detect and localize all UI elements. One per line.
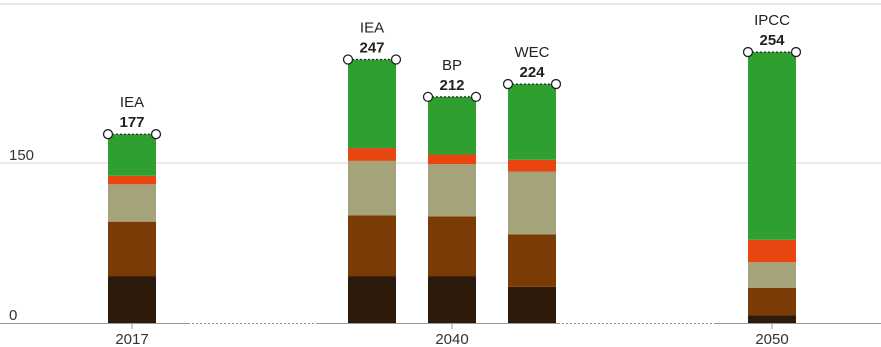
bar-segment [748, 287, 796, 316]
bar-segment [508, 286, 556, 323]
bar-segment [348, 215, 396, 277]
bar-segment [428, 154, 476, 165]
bar-source-label: IEA [120, 94, 144, 111]
bar-total-label: 212 [439, 77, 464, 94]
bar-cap-marker [742, 46, 754, 58]
bar-segment [508, 171, 556, 235]
bar-segment [428, 164, 476, 217]
bar-source-label: IPCC [754, 12, 790, 29]
bar-labels: 177 IEA 247 IEA 212 BP 224 WEC 254 IPCC [102, 12, 802, 140]
bar-segment [508, 159, 556, 172]
bar-total-label: 224 [519, 64, 545, 81]
bar-cap-marker [790, 46, 802, 58]
bar-segment [748, 315, 796, 323]
bars [108, 52, 796, 323]
bar-cap-marker [550, 78, 562, 90]
bar-cap-marker [102, 129, 114, 140]
y-tick-label: 150 [9, 147, 34, 164]
bar-total-label: 254 [759, 32, 785, 49]
bar-segment [748, 262, 796, 288]
bar-segment [748, 52, 796, 240]
x-tick-label: 2040 [435, 331, 468, 347]
bar-segment [108, 276, 156, 323]
bar-cap-marker [390, 54, 402, 65]
bar-source-label: IEA [360, 20, 384, 37]
bar-segment [348, 160, 396, 216]
bar-segment [108, 134, 156, 176]
bar-segment [348, 59, 396, 149]
bar-segment [748, 239, 796, 263]
bar-segment [428, 216, 476, 277]
bar-source-label: WEC [515, 44, 550, 61]
bar-source-label: BP [442, 57, 462, 74]
bar-cap-marker [502, 78, 514, 90]
bar-segment [108, 221, 156, 277]
bar-segment [108, 175, 156, 185]
y-tick-label: 0 [9, 307, 17, 324]
bar-cap-marker [150, 129, 162, 140]
x-tick-label: 2017 [115, 331, 148, 347]
bar-segment [108, 184, 156, 222]
bar-cap-marker [342, 54, 354, 65]
bar-total-label: 247 [359, 40, 384, 57]
bar-segment [508, 84, 556, 160]
bar-segment [508, 234, 556, 287]
bar-segment [348, 148, 396, 161]
x-axis: 2017 2040 2050 [0, 322, 881, 347]
bar-segment [428, 276, 476, 323]
x-tick-label: 2050 [755, 331, 788, 347]
bar-cap-marker [422, 91, 434, 103]
bar-segment [348, 276, 396, 323]
bar-total-label: 177 [119, 114, 144, 131]
bar-cap-marker [470, 91, 482, 103]
bar-segment [428, 96, 476, 155]
